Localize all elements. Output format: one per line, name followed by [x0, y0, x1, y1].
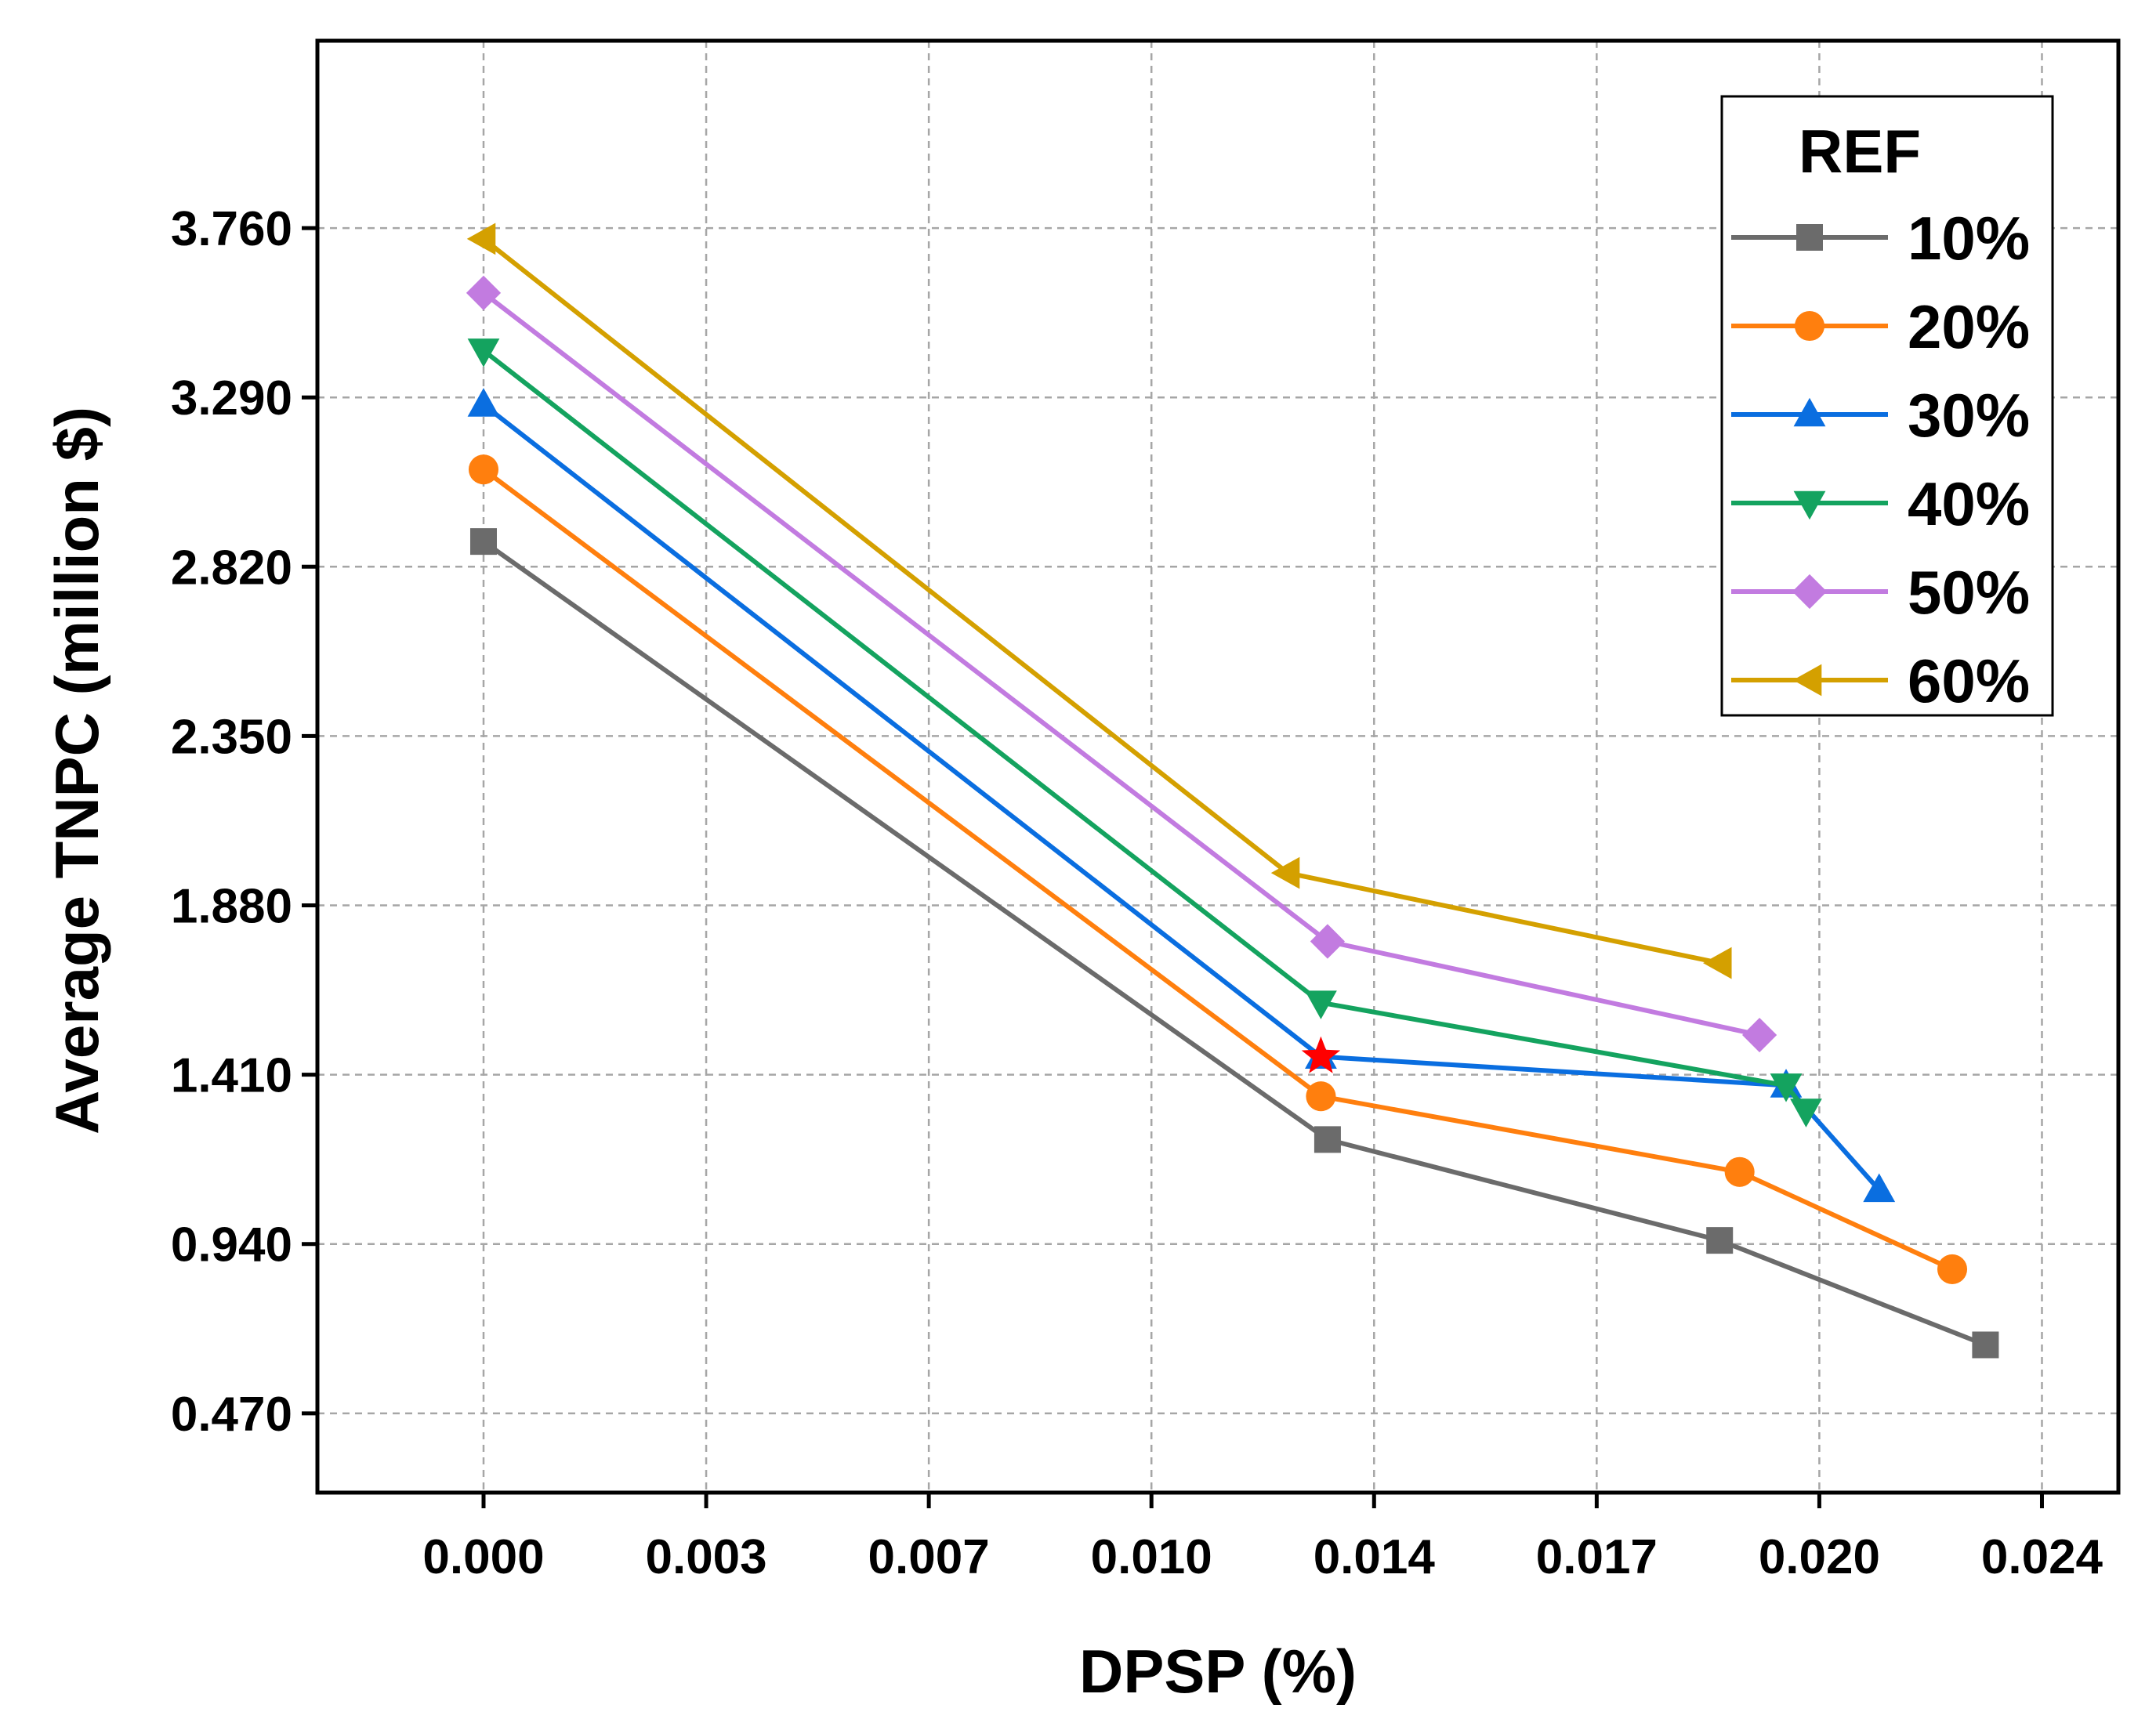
x-tick-label: 0.003	[645, 1530, 766, 1584]
legend-item: 20%	[1731, 292, 2030, 361]
x-tick-label: 0.007	[868, 1530, 990, 1584]
data-point	[1314, 1126, 1341, 1153]
data-point	[466, 223, 496, 255]
y-axis-title: Average TNPC (million $)	[42, 407, 111, 1135]
legend-label: 40%	[1908, 469, 2030, 538]
data-point	[1741, 1017, 1777, 1053]
x-tick-label: 0.024	[1981, 1530, 2103, 1584]
series-50pct	[466, 275, 1777, 1053]
legend-box	[1720, 95, 2054, 717]
y-tick-label: 1.410	[171, 1049, 292, 1103]
data-point	[466, 275, 502, 310]
series-line	[482, 403, 1881, 1192]
legend-label: 60%	[1908, 646, 2030, 715]
tick-layer: 0.000 0.003 0.007 0.010 0.014 0.017 0.020 0.024…	[171, 202, 2103, 1584]
x-tick-label: 0.020	[1759, 1530, 1880, 1584]
data-point	[469, 528, 497, 556]
legend-marker	[1793, 490, 1826, 520]
legend-label: 50%	[1908, 558, 2030, 627]
series-line	[482, 349, 1808, 1113]
data-point	[1306, 1081, 1336, 1112]
legend-label: 30%	[1908, 381, 2030, 450]
x-tick-label: 0.000	[422, 1530, 544, 1584]
series-line	[482, 237, 1720, 966]
x-axis-title: DPSP (%)	[1079, 1637, 1357, 1706]
legend-item: 50%	[1731, 558, 2030, 627]
highlight-star-marker	[1301, 1036, 1341, 1073]
series-60pct	[466, 223, 1732, 979]
legend-title: REF	[1799, 117, 1921, 186]
x-tick-label: 0.010	[1091, 1530, 1212, 1584]
legend-marker	[1794, 310, 1825, 342]
series-40pct	[467, 338, 1822, 1127]
series-line	[482, 539, 1987, 1348]
legend-marker	[1796, 224, 1823, 251]
legend: REF 10% 20% 30% 40% 50% 60%	[1720, 95, 2054, 717]
plot-area-frame	[315, 38, 2121, 1495]
series-line	[482, 291, 1760, 1037]
y-tick-label: 0.470	[171, 1388, 292, 1442]
data-point	[1270, 856, 1300, 889]
y-tick-label: 2.820	[171, 541, 292, 595]
data-point	[1770, 1073, 1803, 1102]
data-point	[1724, 1156, 1755, 1187]
series-10pct	[469, 528, 1999, 1359]
series-layer	[466, 223, 1999, 1359]
legend-item: 40%	[1731, 469, 2030, 538]
y-tick-label: 3.290	[171, 371, 292, 425]
series-20pct	[468, 454, 1968, 1284]
y-tick-label: 1.880	[171, 880, 292, 934]
data-point	[1790, 1098, 1822, 1127]
legend-label: 10%	[1908, 204, 2030, 273]
legend-item: 60%	[1731, 646, 2030, 715]
legend-item: 10%	[1731, 204, 2030, 273]
series-30pct	[467, 388, 1896, 1203]
data-point	[467, 388, 500, 417]
data-point	[1972, 1331, 1999, 1359]
legend-marker	[1792, 574, 1828, 610]
legend-marker	[1792, 664, 1822, 697]
data-point	[1863, 1173, 1896, 1203]
data-point	[1937, 1254, 1968, 1284]
y-tick-label: 0.940	[171, 1218, 292, 1272]
data-point	[1706, 1227, 1734, 1254]
legend-item: 30%	[1731, 381, 2030, 450]
x-tick-label: 0.014	[1314, 1530, 1436, 1584]
y-tick-label: 3.760	[171, 202, 292, 256]
x-tick-label: 0.017	[1536, 1530, 1658, 1584]
series-line	[482, 467, 1954, 1272]
y-tick-label: 2.350	[171, 710, 292, 764]
data-point	[467, 338, 500, 367]
data-point	[1305, 990, 1337, 1019]
data-point	[1310, 924, 1346, 959]
annotation-layer	[1301, 1036, 1341, 1073]
data-point	[468, 454, 499, 485]
legend-marker	[1793, 397, 1826, 427]
data-point	[1702, 946, 1732, 979]
legend-label: 20%	[1908, 292, 2030, 361]
